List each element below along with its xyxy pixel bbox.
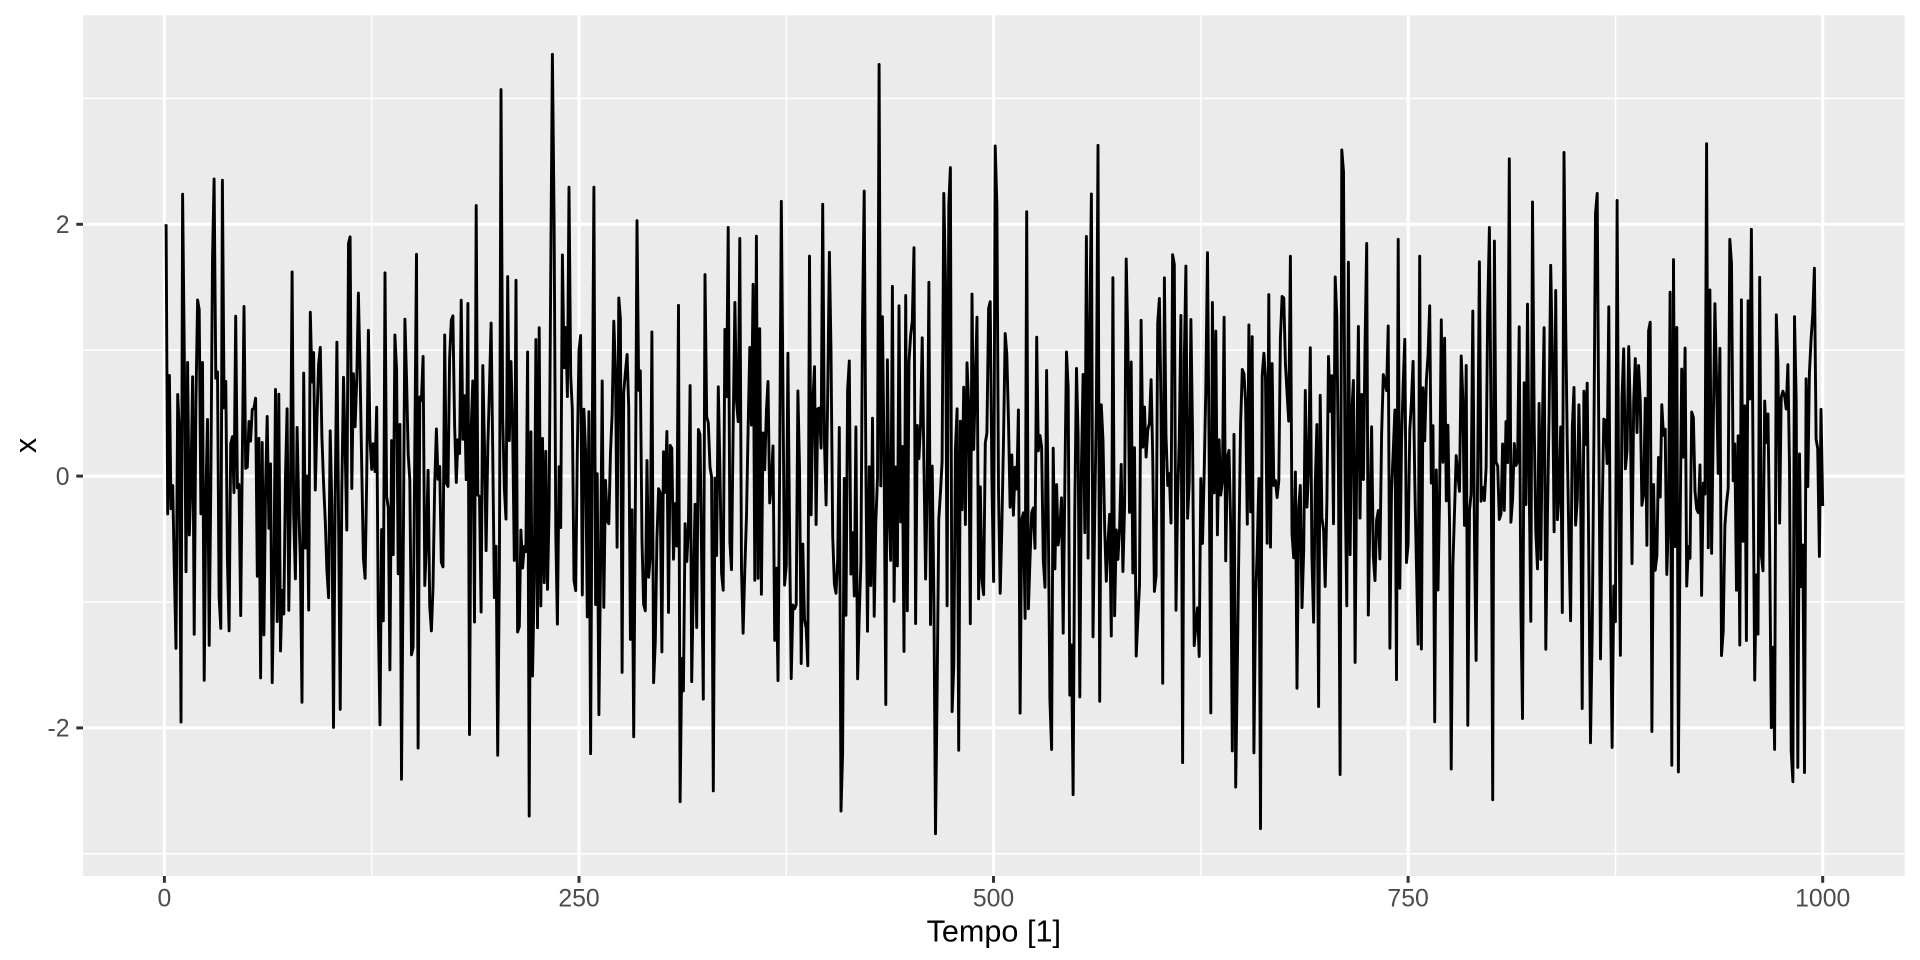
svg-text:250: 250: [558, 885, 599, 912]
svg-text:500: 500: [973, 885, 1014, 912]
svg-text:x: x: [9, 438, 43, 453]
svg-text:0: 0: [158, 885, 172, 912]
svg-text:750: 750: [1387, 885, 1428, 912]
svg-text:-2: -2: [47, 716, 69, 743]
svg-text:Tempo [1]: Tempo [1]: [927, 915, 1061, 949]
svg-text:1000: 1000: [1795, 885, 1850, 912]
svg-text:2: 2: [56, 212, 70, 239]
svg-text:0: 0: [56, 464, 70, 491]
